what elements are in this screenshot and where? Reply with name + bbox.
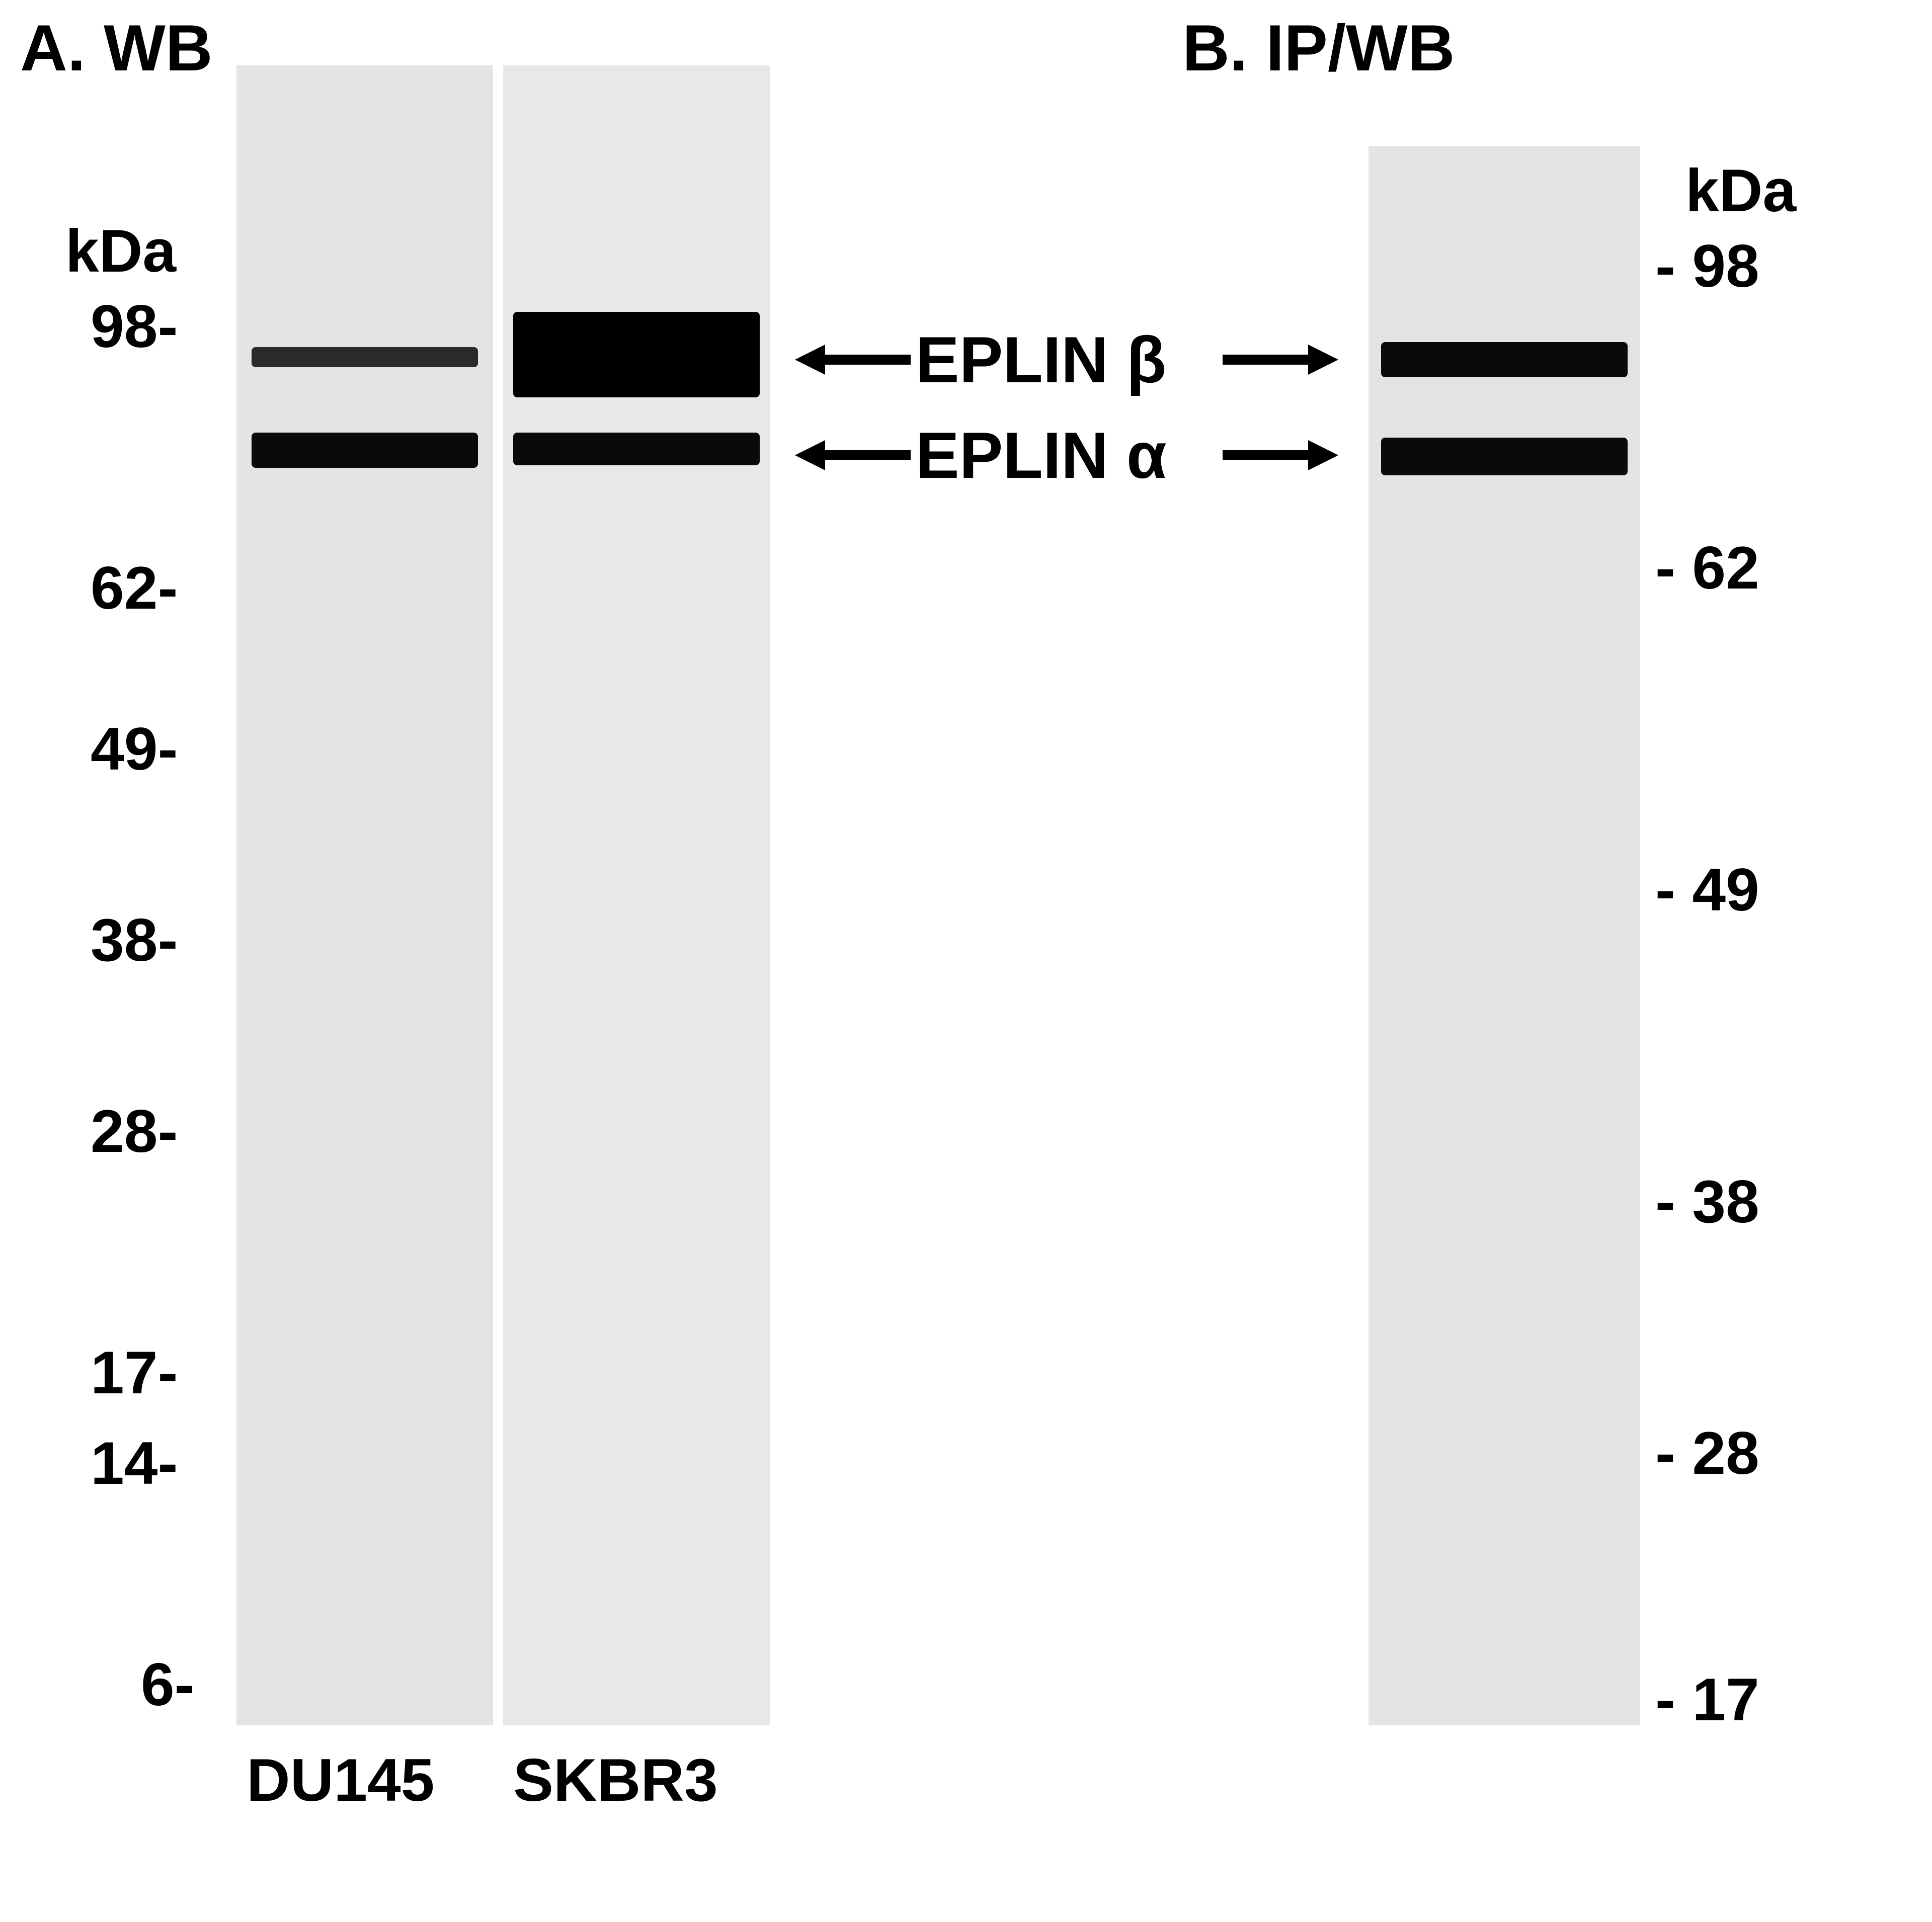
arrow-right-beta	[1223, 345, 1338, 375]
mw-marker: 49-	[91, 714, 178, 784]
mw-marker: - 62	[1655, 533, 1759, 603]
arrow-head-icon	[795, 440, 825, 470]
eplin-beta-label: EPLIN β	[916, 322, 1166, 397]
mw-marker: 6-	[141, 1650, 195, 1719]
eplin-beta-du145	[252, 347, 478, 367]
eplin-beta-skbr3	[513, 312, 760, 397]
mw-marker: 62-	[91, 553, 178, 623]
arrow-shaft	[1223, 450, 1308, 460]
mw-marker: 38-	[91, 905, 178, 975]
arrow-shaft	[1223, 355, 1308, 365]
arrow-head-icon	[795, 345, 825, 375]
gel-lane	[236, 65, 493, 1725]
mw-marker: 17-	[91, 1338, 178, 1407]
panel-a-kda-label: kDa	[65, 216, 176, 286]
lane-label: SKBR3	[513, 1745, 718, 1815]
mw-marker: 28-	[91, 1097, 178, 1166]
eplin-alpha-ip	[1381, 438, 1628, 475]
eplin-alpha-skbr3	[513, 433, 760, 465]
arrow-head-icon	[1308, 440, 1338, 470]
mw-marker: 98-	[91, 292, 178, 361]
western-blot-figure: A. WB kDa EPLIN β EPLIN α B. IP/WB kDa 9…	[0, 0, 1932, 1922]
arrow-left-beta	[795, 345, 911, 375]
arrow-right-alpha	[1223, 440, 1338, 470]
eplin-alpha-du145	[252, 433, 478, 468]
lane-label: DU145	[247, 1745, 435, 1815]
mw-marker: - 38	[1655, 1167, 1759, 1236]
mw-marker: - 49	[1655, 855, 1759, 925]
panel-b-title: B. IP/WB	[1182, 10, 1455, 86]
panel-b-kda-label: kDa	[1685, 156, 1796, 225]
panel-a-title: A. WB	[20, 10, 213, 86]
eplin-alpha-label: EPLIN α	[916, 417, 1167, 493]
mw-marker: - 17	[1655, 1665, 1759, 1734]
mw-marker: 14-	[91, 1429, 178, 1498]
panel-b-lane	[1369, 146, 1640, 1725]
arrow-head-icon	[1308, 345, 1338, 375]
mw-marker: - 98	[1655, 231, 1759, 301]
eplin-beta-ip	[1381, 342, 1628, 377]
mw-marker: - 28	[1655, 1418, 1759, 1488]
arrow-left-alpha	[795, 440, 911, 470]
arrow-shaft	[825, 355, 911, 365]
arrow-shaft	[825, 450, 911, 460]
